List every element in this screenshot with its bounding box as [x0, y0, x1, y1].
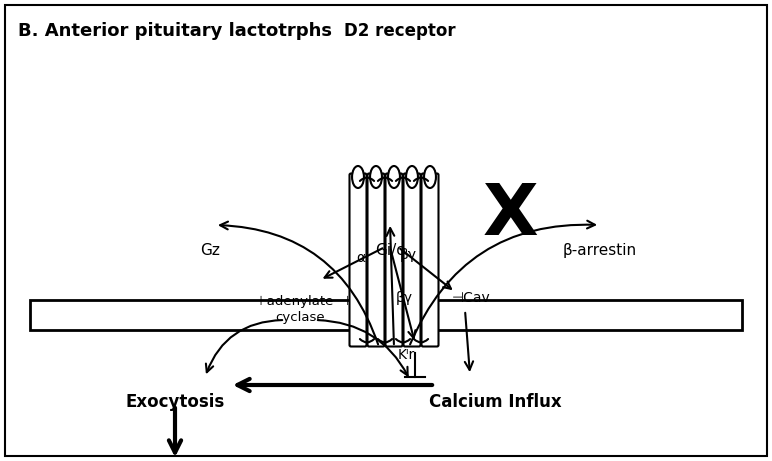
- Text: Calcium Influx: Calcium Influx: [428, 393, 561, 411]
- FancyBboxPatch shape: [422, 173, 438, 347]
- Text: Gz: Gz: [200, 243, 220, 258]
- FancyBboxPatch shape: [404, 173, 421, 347]
- Text: B. Anterior pituitary lactotrphs: B. Anterior pituitary lactotrphs: [18, 22, 332, 40]
- FancyBboxPatch shape: [350, 173, 367, 347]
- FancyBboxPatch shape: [367, 173, 384, 347]
- Text: Exocytosis: Exocytosis: [125, 393, 225, 411]
- Text: Gi/o: Gi/o: [374, 243, 405, 258]
- Text: βγ: βγ: [400, 248, 417, 262]
- Ellipse shape: [424, 166, 436, 188]
- Text: D2 receptor: D2 receptor: [344, 22, 455, 40]
- Bar: [30, 300, 742, 330]
- Text: cyclase: cyclase: [275, 311, 325, 324]
- Text: ⊣Cav: ⊣Cav: [452, 291, 491, 305]
- Text: X: X: [482, 181, 538, 249]
- FancyBboxPatch shape: [385, 173, 402, 347]
- Ellipse shape: [352, 166, 364, 188]
- Ellipse shape: [406, 166, 418, 188]
- Ellipse shape: [388, 166, 400, 188]
- Text: α: α: [356, 251, 365, 265]
- Text: Kᴵr: Kᴵr: [398, 348, 415, 362]
- Text: βγ: βγ: [396, 291, 413, 305]
- Text: ⊣ adenylate ⊣: ⊣ adenylate ⊣: [251, 295, 349, 308]
- Ellipse shape: [370, 166, 382, 188]
- Text: β-arrestin: β-arrestin: [563, 243, 637, 258]
